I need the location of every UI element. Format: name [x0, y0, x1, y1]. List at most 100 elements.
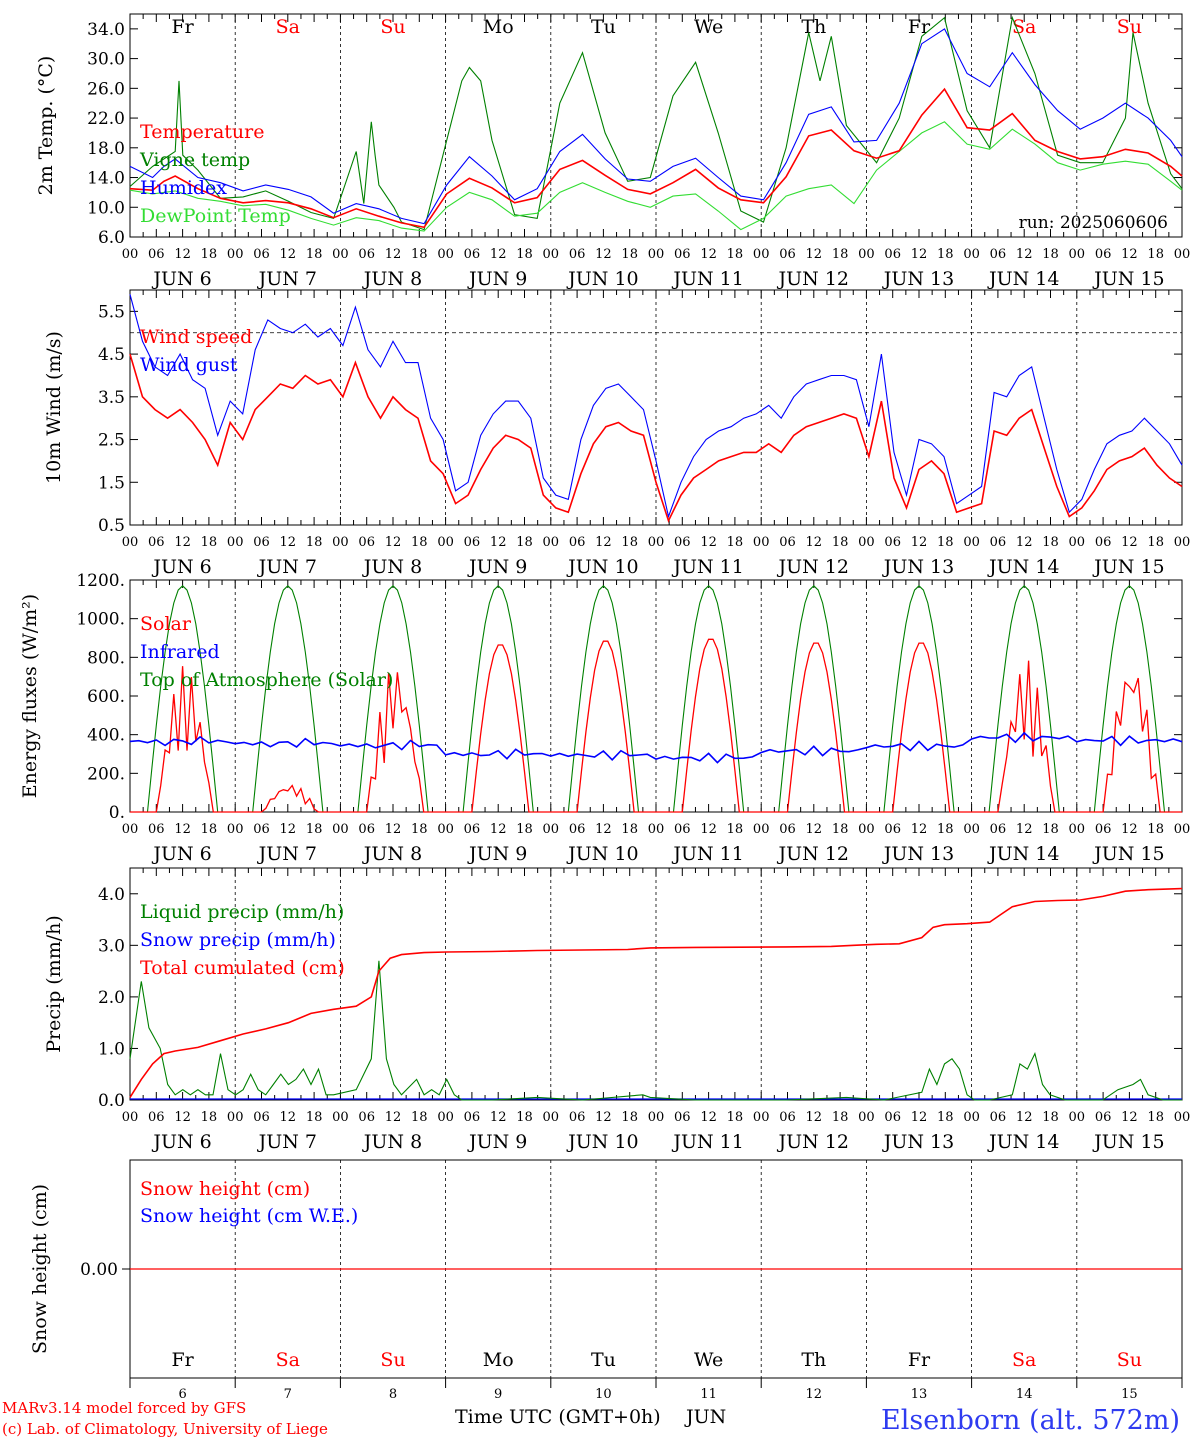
x-tick-label: 00 — [648, 535, 665, 550]
x-tick-label: 18 — [1147, 822, 1164, 837]
x-tick-label: 12 — [385, 1110, 402, 1125]
x-tick-label: 18 — [1042, 535, 1059, 550]
y-tick-label: 0.0 — [98, 1091, 125, 1111]
legend-entry: Top of Atmosphere (Solar) — [140, 669, 393, 691]
x-tick-label: 00 — [963, 822, 980, 837]
x-tick-label: 00 — [648, 247, 665, 262]
x-tick-label: 18 — [621, 1110, 638, 1125]
legend-entry: Vigne temp — [139, 149, 250, 171]
y-tick-label: 1.0 — [98, 1039, 125, 1059]
x-tick-label: 06 — [990, 1110, 1007, 1125]
x-tick-label: 00 — [1174, 535, 1191, 550]
legend-entry: Total cumulated (cm) — [140, 957, 345, 979]
weekday-label: Su — [1117, 1349, 1142, 1371]
meteogram-panels: 00 06 12 18 JUN 6 00 06 12 18 JUN 7 00 06 12 18 JUN 8 0… — [19, 13, 1191, 1402]
x-tick-label: 12 — [385, 535, 402, 550]
weekday-label: Su — [380, 1349, 405, 1371]
x-tick-label: 18 — [727, 1110, 744, 1125]
weekday-label: Sa — [276, 16, 300, 38]
x-tick-label: 06 — [148, 1110, 165, 1125]
x-tick-label: 12 — [911, 822, 928, 837]
y-axis-label: 10m Wind (m/s) — [43, 331, 65, 484]
x-day-label: JUN 8 — [362, 1131, 422, 1153]
x-tick-label: 12 — [1016, 822, 1033, 837]
weekday-label: Th — [801, 16, 826, 38]
x-tick-label: 18 — [1147, 247, 1164, 262]
x-tick-label: 12 — [700, 822, 717, 837]
x-day-number: 12 — [806, 1387, 823, 1402]
x-tick-label: 12 — [595, 247, 612, 262]
x-tick-label: 12 — [490, 247, 507, 262]
x-tick-label: 06 — [253, 247, 270, 262]
y-tick-label: 18.0 — [87, 139, 125, 159]
x-tick-label: 06 — [358, 1110, 375, 1125]
x-tick-label: 06 — [1095, 247, 1112, 262]
y-axis-label: Snow height (cm) — [29, 1184, 51, 1354]
legend-entry: DewPoint Temp — [140, 205, 291, 227]
x-day-label: JUN 8 — [362, 843, 422, 865]
y-tick-label: 2.0 — [98, 988, 125, 1008]
y-axis-label: Energy fluxes (W/m²) — [19, 594, 41, 798]
panel-2: 00 06 12 18 JUN 6 00 06 12 18 JUN 7 00 06 12 18 JUN 8 0… — [43, 289, 1191, 578]
x-tick-label: 06 — [358, 822, 375, 837]
x-day-label: JUN 8 — [362, 268, 422, 290]
x-tick-label: 06 — [674, 822, 691, 837]
y-tick-label: 1.5 — [98, 473, 125, 493]
x-tick-label: 06 — [779, 535, 796, 550]
x-tick-label: 12 — [911, 247, 928, 262]
x-tick-label: 06 — [779, 247, 796, 262]
x-tick-label: 18 — [201, 535, 218, 550]
x-tick-label: 12 — [1121, 1110, 1138, 1125]
x-tick-label: 18 — [306, 822, 323, 837]
x-tick-label: 06 — [253, 822, 270, 837]
x-tick-label: 06 — [569, 1110, 586, 1125]
x-tick-label: 12 — [595, 1110, 612, 1125]
x-tick-label: 18 — [621, 247, 638, 262]
x-tick-label: 06 — [884, 822, 901, 837]
x-tick-label: 00 — [227, 247, 244, 262]
x-day-label: JUN 15 — [1092, 1131, 1164, 1153]
x-day-label: JUN 6 — [151, 556, 211, 578]
x-tick-label: 06 — [674, 1110, 691, 1125]
x-tick-label: 18 — [516, 535, 533, 550]
y-axis-label: Precip (mm/h) — [43, 915, 65, 1053]
x-tick-label: 12 — [280, 247, 297, 262]
x-tick-label: 18 — [516, 1110, 533, 1125]
x-tick-label: 18 — [1042, 822, 1059, 837]
x-tick-label: 18 — [1042, 1110, 1059, 1125]
panel-5: Snow height (cm) 0.00 Snow height (cm) Snow… — [29, 1159, 1183, 1402]
x-tick-label: 06 — [779, 1110, 796, 1125]
x-tick-label: 00 — [1069, 535, 1086, 550]
legend-entry: Humidex — [140, 177, 227, 199]
x-tick-label: 06 — [464, 1110, 481, 1125]
x-tick-label: 00 — [858, 247, 875, 262]
series-line — [129, 28, 1183, 225]
x-tick-label: 00 — [1174, 247, 1191, 262]
weekday-label: Fr — [908, 1349, 931, 1371]
x-tick-label: 00 — [437, 535, 454, 550]
x-tick-label: 06 — [884, 1110, 901, 1125]
x-tick-label: 06 — [148, 822, 165, 837]
x-tick-label: 06 — [674, 247, 691, 262]
y-tick-label: 0.5 — [98, 516, 125, 536]
x-tick-label: 18 — [411, 535, 428, 550]
x-day-number: 9 — [494, 1387, 502, 1402]
series-line — [129, 294, 1183, 519]
x-tick-label: 18 — [516, 247, 533, 262]
series-line — [129, 15, 1183, 231]
panel-4: 00 06 12 18 JUN 6 00 06 12 18 JUN 7 00 06 12 18 JUN 8 0… — [43, 867, 1190, 1153]
x-day-label: JUN 14 — [987, 556, 1059, 578]
x-tick-label: 06 — [253, 1110, 270, 1125]
run-annotation: run: 2025060606 — [1019, 213, 1168, 233]
y-tick-label: 22.0 — [87, 109, 125, 129]
x-tick-label: 06 — [358, 535, 375, 550]
y-tick-label: 200. — [87, 764, 125, 784]
x-day-label: JUN 11 — [671, 268, 743, 290]
y-tick-label: 800. — [87, 648, 125, 668]
x-day-number: 11 — [700, 1387, 717, 1402]
y-tick-label: 1000. — [76, 610, 125, 630]
x-tick-label: 18 — [727, 247, 744, 262]
y-tick-label: 2.5 — [98, 431, 125, 451]
x-tick-label: 12 — [700, 1110, 717, 1125]
